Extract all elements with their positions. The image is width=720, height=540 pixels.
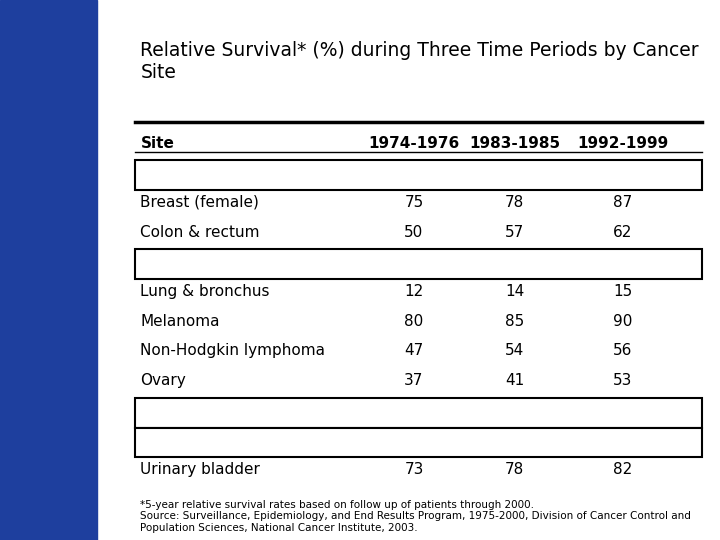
Text: Breast (female): Breast (female) bbox=[140, 195, 259, 210]
Text: 3: 3 bbox=[409, 403, 419, 418]
Text: 87: 87 bbox=[613, 195, 632, 210]
Text: Colon & rectum: Colon & rectum bbox=[140, 225, 260, 240]
Text: 78: 78 bbox=[505, 462, 524, 477]
Text: 1983-1985: 1983-1985 bbox=[469, 136, 560, 151]
Text: 73: 73 bbox=[405, 462, 423, 477]
Text: 41: 41 bbox=[505, 254, 524, 269]
Text: *5-year relative survival rates based on follow up of patients through 2000.
Sou: *5-year relative survival rates based on… bbox=[140, 500, 691, 532]
Text: 78: 78 bbox=[505, 195, 524, 210]
Text: 82: 82 bbox=[613, 462, 632, 477]
Text: Non-Hodgkin lymphoma: Non-Hodgkin lymphoma bbox=[140, 343, 325, 359]
Text: 62: 62 bbox=[613, 225, 632, 240]
Text: 85: 85 bbox=[505, 314, 524, 329]
Text: 75: 75 bbox=[505, 433, 524, 448]
Text: Prostate: Prostate bbox=[140, 433, 204, 448]
Text: 57: 57 bbox=[505, 225, 524, 240]
Text: 50: 50 bbox=[405, 165, 423, 180]
Text: 52: 52 bbox=[505, 165, 524, 180]
Text: 67: 67 bbox=[405, 433, 423, 448]
Text: Melanoma: Melanoma bbox=[140, 314, 220, 329]
Text: 63: 63 bbox=[613, 165, 633, 180]
Text: 53: 53 bbox=[613, 373, 632, 388]
Text: 75: 75 bbox=[405, 195, 423, 210]
Text: 34: 34 bbox=[405, 254, 423, 269]
Text: Pancreas: Pancreas bbox=[140, 403, 210, 418]
Text: 80: 80 bbox=[405, 314, 423, 329]
Text: 46: 46 bbox=[613, 254, 632, 269]
Text: 14: 14 bbox=[505, 284, 524, 299]
Text: 4: 4 bbox=[618, 403, 628, 418]
Text: Relative Survival* (%) during Three Time Periods by Cancer
Site: Relative Survival* (%) during Three Time… bbox=[140, 40, 699, 82]
Text: 47: 47 bbox=[405, 343, 423, 359]
Text: 54: 54 bbox=[505, 343, 524, 359]
Text: 15: 15 bbox=[613, 284, 632, 299]
Text: Urinary bladder: Urinary bladder bbox=[140, 462, 260, 477]
Text: 41: 41 bbox=[505, 373, 524, 388]
Text: All sites: All sites bbox=[140, 165, 200, 180]
Text: Lung & bronchus: Lung & bronchus bbox=[140, 284, 270, 299]
Text: 1992-1999: 1992-1999 bbox=[577, 136, 668, 151]
Text: Ovary: Ovary bbox=[140, 373, 186, 388]
Text: 1974-1976: 1974-1976 bbox=[369, 136, 459, 151]
Text: 50: 50 bbox=[405, 225, 423, 240]
Text: 98: 98 bbox=[613, 433, 632, 448]
Text: 90: 90 bbox=[613, 314, 632, 329]
Text: Leukemia: Leukemia bbox=[140, 254, 214, 269]
Text: Site: Site bbox=[140, 136, 174, 151]
Text: 3: 3 bbox=[510, 403, 520, 418]
Text: 12: 12 bbox=[405, 284, 423, 299]
Text: 56: 56 bbox=[613, 343, 632, 359]
Text: 37: 37 bbox=[405, 373, 423, 388]
